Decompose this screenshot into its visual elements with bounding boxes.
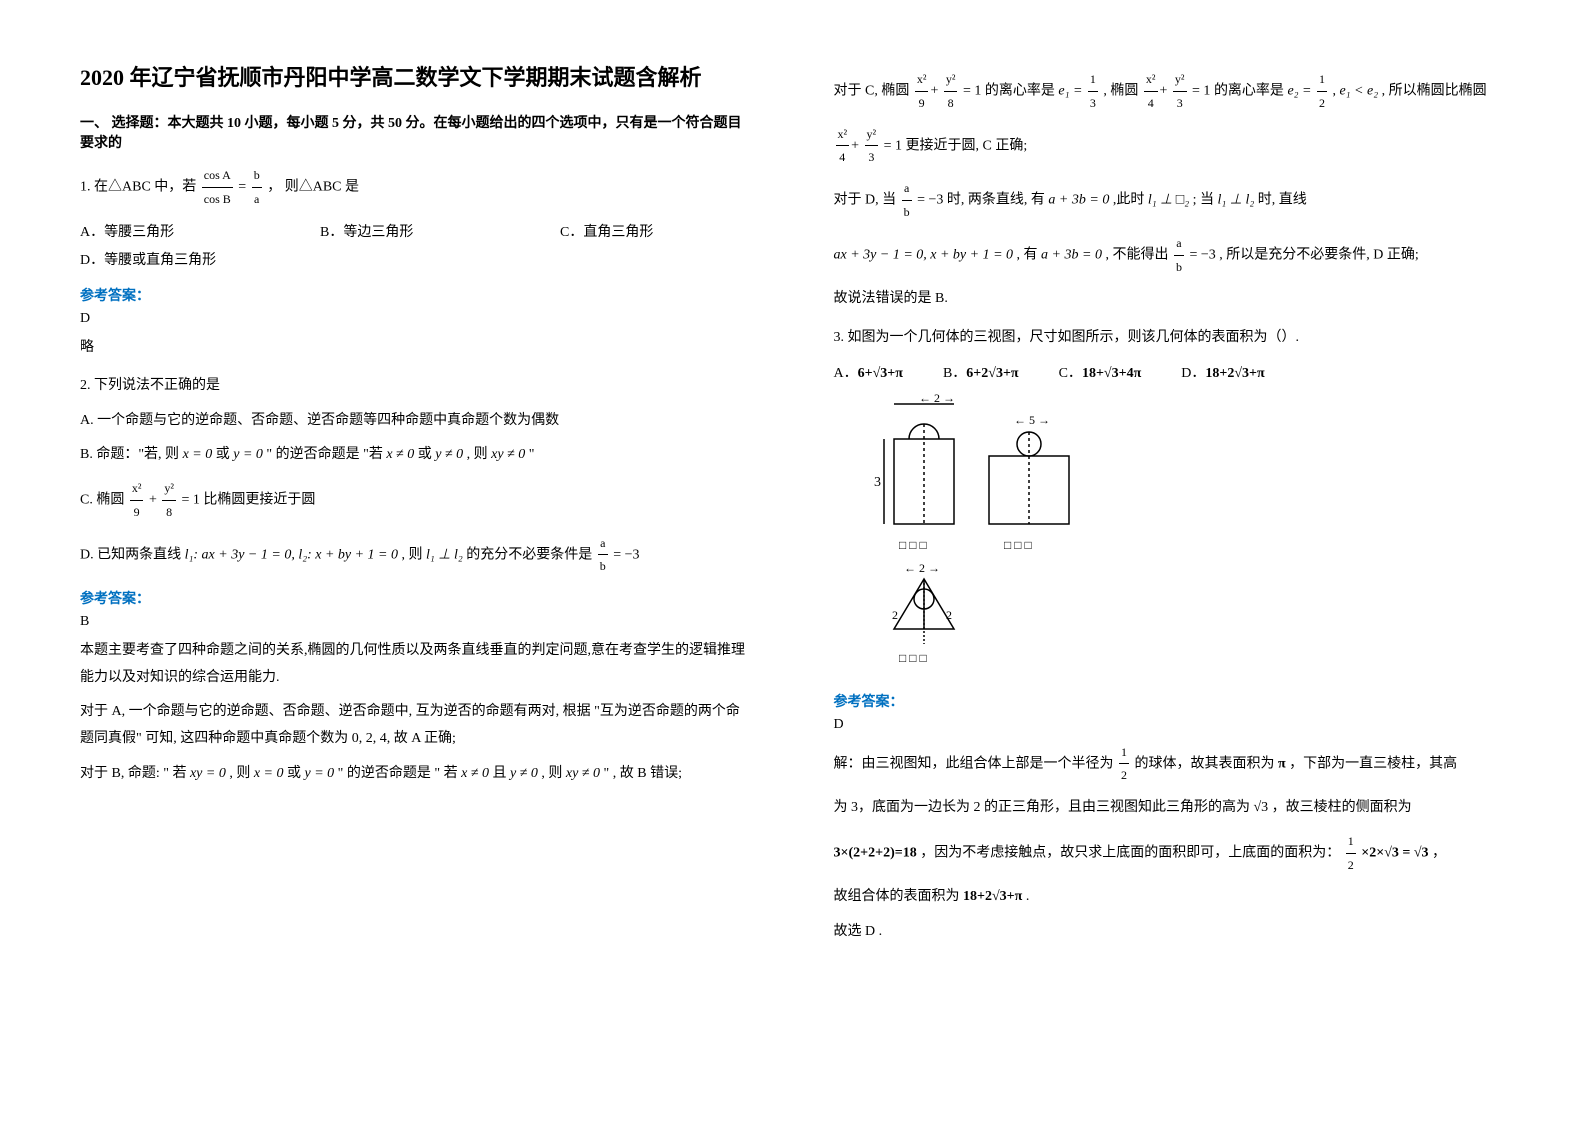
- q3-explanation-2: 为 3，底面为一边长为 2 的正三角形，且由三视图知此三角形的高为 √3 ，故三…: [834, 795, 1508, 822]
- question-3: 3. 如图为一个几何体的三视图，尺寸如图所示，则该几何体的表面积为（）.: [834, 325, 1508, 352]
- svg-text:← 2 →: ← 2 →: [919, 394, 955, 405]
- section-header: 一、 选择题：本大题共 10 小题，每小题 5 分，共 50 分。在每小题给出的…: [80, 112, 754, 152]
- q2-option-c: C. 椭圆 x² 9 + y² 8 = 1 比椭圆更接近于圆: [80, 477, 754, 524]
- svg-text:□ □ □: □ □ □: [1004, 538, 1032, 552]
- q2-answer: B: [80, 614, 754, 630]
- q1-option-b: B．等边三角形: [320, 219, 500, 247]
- answer-label: 参考答案：: [80, 285, 754, 305]
- q1-option-a: A．等腰三角形: [80, 219, 260, 247]
- q3-explanation-4: 故组合体的表面积为 18+2√3+π .: [834, 884, 1508, 911]
- q2-explanation-c: 对于 C, 椭圆 x² 9 + y² 8 = 1 的离心率是 e₁ = 1 3 …: [834, 68, 1508, 115]
- three-view-diagram: ← 2 → 3 ← 5 → □ □: [874, 394, 1114, 679]
- q2-explanation-c-line2: x² 4 + y² 3 = 1 更接近于圆, C 正确;: [834, 123, 1508, 170]
- q3-explanation-3: 3×(2+2+2)=18 ，因为不考虑接触点，故只求上底面的面积即可，上底面的面…: [834, 830, 1508, 877]
- q2-explanation-d-line2: ax + 3y − 1 = 0, x + by + 1 = 0 , 有 a + …: [834, 232, 1508, 279]
- q1-note: 略: [80, 335, 754, 362]
- left-column: 2020 年辽宁省抚顺市丹阳中学高二数学文下学期期末试题含解析 一、 选择题：本…: [80, 60, 754, 954]
- q3-answer: D: [834, 717, 1508, 733]
- q2-option-a: A. 一个命题与它的逆命题、否命题、逆否命题等四种命题中真命题个数为偶数: [80, 408, 754, 435]
- q1-options: A．等腰三角形 B．等边三角形 C．直角三角形 D．等腰或直角三角形: [80, 219, 754, 275]
- q1-answer: D: [80, 311, 754, 327]
- q2-explanation-2: 对于 A, 一个命题与它的逆命题、否命题、逆否命题中, 互为逆否的命题有两对, …: [80, 699, 754, 752]
- page-title: 2020 年辽宁省抚顺市丹阳中学高二数学文下学期期末试题含解析: [80, 60, 754, 92]
- q1-option-c: C．直角三角形: [560, 219, 740, 247]
- q1-suffix: ， 则△ABC 是: [267, 180, 359, 195]
- q2-conclusion: 故说法错误的是 B.: [834, 286, 1508, 313]
- svg-text:2: 2: [892, 608, 898, 622]
- q3-option-b: B．6+2√3+π: [943, 362, 1019, 382]
- answer-label: 参考答案：: [834, 691, 1508, 711]
- q3-option-d: D．18+2√3+π: [1181, 362, 1264, 382]
- q1-option-d: D．等腰或直角三角形: [80, 247, 260, 275]
- svg-text:← 2 →: ← 2 →: [904, 561, 940, 575]
- q2-explanation-3: 对于 B, 命题: " 若 xy = 0 , 则 x = 0 或 y = 0 "…: [80, 761, 754, 788]
- svg-text:□ □ □: □ □ □: [899, 651, 927, 665]
- svg-text:□ □ □: □ □ □: [899, 538, 927, 552]
- right-column: 对于 C, 椭圆 x² 9 + y² 8 = 1 的离心率是 e₁ = 1 3 …: [834, 60, 1508, 954]
- q2-explanation-1: 本题主要考查了四种命题之间的关系,椭圆的几何性质以及两条直线垂直的判定问题,意在…: [80, 638, 754, 691]
- q3-option-c: C．18+√3+4π: [1059, 362, 1142, 382]
- q1-frac-left: cos A cos B: [202, 164, 233, 211]
- q3-options: A．6+√3+π B．6+2√3+π C．18+√3+4π D．18+2√3+π: [834, 362, 1508, 382]
- q3-final: 故选 D .: [834, 919, 1508, 946]
- q2-option-b: B. 命题："若, 则 x = 0 或 y = 0 " 的逆否命题是 "若 x …: [80, 442, 754, 469]
- svg-text:2: 2: [946, 608, 952, 622]
- q3-explanation-1: 解：由三视图知，此组合体上部是一个半径为 1 2 的球体，故其表面积为 π ，下…: [834, 741, 1508, 788]
- q1-prefix: 1. 在△ABC 中，若: [80, 180, 200, 195]
- q2-explanation-d: 对于 D, 当 a b = −3 时, 两条直线, 有 a + 3b = 0 ,…: [834, 177, 1508, 224]
- svg-text:3: 3: [874, 475, 881, 490]
- svg-text:← 5 →: ← 5 →: [1014, 413, 1050, 427]
- q1-frac-right: b a: [252, 164, 262, 211]
- q3-option-a: A．6+√3+π: [834, 362, 903, 382]
- q2-option-d: D. 已知两条直线 l₁: ax + 3y − 1 = 0, l₂: x + b…: [80, 532, 754, 579]
- question-1: 1. 在△ABC 中，若 cos A cos B = b a ， 则△ABC 是: [80, 164, 754, 211]
- question-2: 2. 下列说法不正确的是: [80, 373, 754, 400]
- answer-label: 参考答案：: [80, 588, 754, 608]
